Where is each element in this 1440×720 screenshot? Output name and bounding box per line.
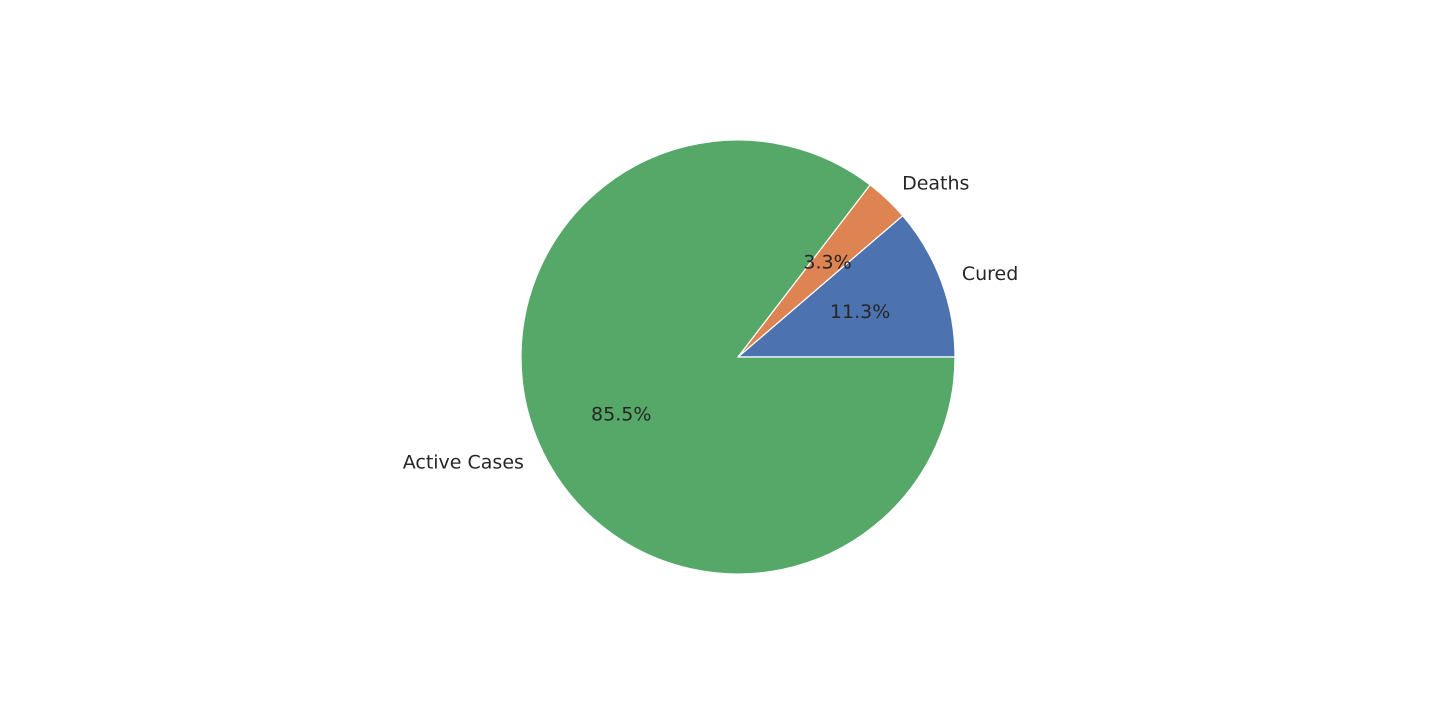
pie-slices <box>520 139 956 575</box>
percent-label-deaths: 3.3% <box>803 251 851 273</box>
slice-label-deaths: Deaths <box>902 173 969 195</box>
percent-label-active-cases: 85.5% <box>591 404 651 426</box>
slice-label-active-cases: Active Cases <box>403 452 524 474</box>
pie-slice-cured <box>736 214 956 358</box>
slice-label-cured: Cured <box>962 263 1018 285</box>
pie-slice-active-cases <box>520 139 956 575</box>
percent-label-cured: 11.3% <box>830 301 890 323</box>
pie-labels: Cured 11.3% Deaths 3.3% Active Cases 85.5% <box>403 173 1019 474</box>
